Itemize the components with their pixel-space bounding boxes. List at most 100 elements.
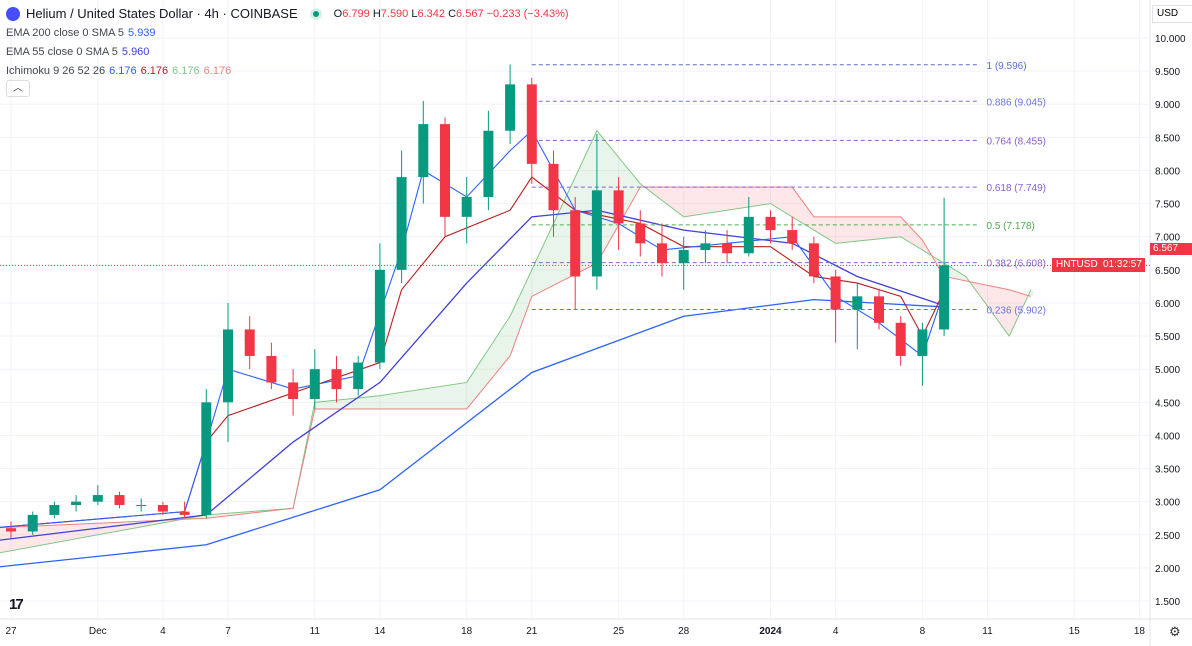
ichimoku-cloud-segment xyxy=(76,524,80,539)
tradingview-logo[interactable]: 17 xyxy=(9,596,24,613)
ichimoku-cloud-segment xyxy=(214,514,218,518)
ichimoku-cloud-segment xyxy=(745,187,749,208)
candle-body xyxy=(874,296,884,323)
ichimoku-cloud-segment xyxy=(508,313,512,359)
ichimoku-cloud-segment xyxy=(328,400,332,409)
ichimoku-cloud-segment xyxy=(388,393,392,409)
candle-body xyxy=(505,84,516,131)
ichimoku-cloud-segment xyxy=(868,216,872,241)
ohlc-readout: O6.799 H7.590 L6.342 C6.567 −0.233 (−3.4… xyxy=(333,7,569,20)
y-tick-label: 5.000 xyxy=(1155,365,1180,376)
fib-level-label: 0.5 (7.178) xyxy=(987,221,1035,232)
indicator-legend-row[interactable]: EMA 55 close 0 SMA 5 5.960 xyxy=(6,46,149,58)
ichimoku-cloud-segment xyxy=(691,187,695,216)
x-tick-label: 18 xyxy=(461,626,473,637)
ichimoku-cloud-segment xyxy=(670,187,674,209)
ichimoku-cloud-segment xyxy=(763,187,767,205)
ichimoku-cloud-segment xyxy=(217,513,221,517)
collapse-legend-button[interactable]: ︿ xyxy=(6,80,30,97)
x-tick-label: 7 xyxy=(225,626,231,637)
candle-body xyxy=(6,528,16,532)
settings-gear-icon[interactable]: ⚙ xyxy=(1169,624,1181,639)
ichimoku-cloud-segment xyxy=(124,521,128,530)
candle-body xyxy=(201,402,212,515)
symbol-tag: HNTUSD xyxy=(1052,258,1102,272)
ichimoku-cloud-segment xyxy=(832,216,836,244)
ichimoku-cloud-segment xyxy=(700,187,704,215)
ichimoku-cloud-segment xyxy=(775,187,779,209)
ichimoku-cloud-segment xyxy=(799,196,803,224)
candle-body xyxy=(830,276,841,310)
y-tick-label: 6.000 xyxy=(1155,299,1180,310)
y-tick-label: 8.500 xyxy=(1155,133,1180,144)
ichimoku-cloud-segment xyxy=(415,389,419,409)
indicator-legend-row[interactable]: EMA 200 close 0 SMA 5 5.939 xyxy=(6,27,156,39)
ichimoku-cloud-segment xyxy=(910,227,914,245)
ichimoku-cloud-segment xyxy=(982,284,986,304)
ichimoku-cloud-segment xyxy=(685,187,689,217)
y-tick-label: 2.500 xyxy=(1155,531,1180,542)
candle-body xyxy=(374,269,385,363)
candle-body xyxy=(440,124,450,217)
ichimoku-cloud-segment xyxy=(373,396,377,409)
candle-body xyxy=(808,243,819,277)
currency-selector[interactable]: USD xyxy=(1152,5,1192,23)
x-tick-label: 14 xyxy=(374,626,386,637)
ichimoku-cloud-segment xyxy=(493,337,497,377)
ichimoku-cloud-segment xyxy=(442,385,446,409)
ichimoku-cloud-segment xyxy=(460,382,464,409)
ichimoku-cloud-segment xyxy=(433,387,437,409)
ichimoku-cloud-segment xyxy=(601,136,605,256)
ichimoku-cloud-segment xyxy=(736,187,740,209)
ichimoku-cloud-segment xyxy=(511,307,515,353)
ichimoku-cloud-segment xyxy=(481,355,485,392)
ichimoku-cloud-segment xyxy=(562,198,566,281)
ichimoku-cloud-segment xyxy=(364,396,368,409)
candle-body xyxy=(548,163,559,211)
ichimoku-cloud-segment xyxy=(73,524,77,540)
ichimoku-cloud-segment xyxy=(322,401,326,409)
ichimoku-cloud-segment xyxy=(418,389,422,409)
indicator-legend-row[interactable]: Ichimoku 9 26 52 26 6.176 6.176 6.176 6.176 xyxy=(6,65,231,77)
ichimoku-cloud-segment xyxy=(82,523,86,538)
ichimoku-cloud-segment xyxy=(625,165,629,214)
ichimoku-cloud-segment xyxy=(496,332,500,373)
ichimoku-cloud-segment xyxy=(838,216,842,244)
ichimoku-cloud-segment xyxy=(67,524,71,541)
ichimoku-cloud-segment xyxy=(1000,287,1004,328)
x-tick-label: 21 xyxy=(526,626,538,637)
ichimoku-cloud-segment xyxy=(61,524,65,542)
ichimoku-cloud-segment xyxy=(724,187,728,211)
ichimoku-cloud-segment xyxy=(772,187,776,207)
y-tick-label: 8.000 xyxy=(1155,166,1180,177)
ichimoku-cloud-segment xyxy=(898,216,902,238)
ichimoku-cloud-segment xyxy=(760,187,764,206)
fib-level-label: 0.236 (5.902) xyxy=(987,305,1047,316)
x-tick-label: 15 xyxy=(1069,626,1081,637)
ichimoku-cloud-segment xyxy=(457,383,461,409)
ichimoku-cloud-segment xyxy=(358,397,362,409)
ichimoku-cloud-segment xyxy=(907,223,911,243)
indicator-value: 5.960 xyxy=(121,46,150,58)
x-tick-label: Dec xyxy=(89,626,107,637)
ichimoku-cloud-segment xyxy=(559,204,563,283)
fib-level-label: 0.886 (9.045) xyxy=(987,97,1047,108)
x-tick-label: 2024 xyxy=(759,626,782,637)
y-tick-label: 10.000 xyxy=(1155,34,1186,45)
ichimoku-cloud-segment xyxy=(802,200,806,225)
ichimoku-cloud-segment xyxy=(871,216,875,240)
bar-countdown: 01:32:57 xyxy=(1100,258,1145,272)
ichimoku-cloud-segment xyxy=(988,285,992,312)
ichimoku-cloud-segment xyxy=(514,300,518,345)
candle-body xyxy=(765,216,776,231)
ichimoku-cloud-segment xyxy=(487,346,491,384)
ichimoku-cloud-segment xyxy=(766,187,770,205)
ichimoku-cloud-segment xyxy=(883,216,887,239)
symbol-title[interactable]: Helium / United States Dollar · 4h · COI… xyxy=(26,6,298,21)
ichimoku-cloud-segment xyxy=(1012,290,1016,330)
y-tick-label: 5.500 xyxy=(1155,332,1180,343)
ichimoku-cloud-segment xyxy=(472,369,476,403)
ichimoku-cloud-segment xyxy=(682,187,686,217)
ichimoku-cloud-segment xyxy=(667,187,671,207)
